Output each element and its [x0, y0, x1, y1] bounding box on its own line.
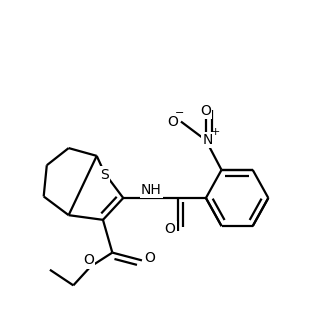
Text: N: N	[202, 133, 213, 147]
Text: O: O	[84, 253, 94, 267]
Text: −: −	[175, 108, 184, 118]
Text: NH: NH	[141, 183, 162, 197]
Text: S: S	[100, 168, 109, 182]
Text: O: O	[168, 114, 178, 128]
Text: O: O	[165, 222, 175, 236]
Text: O: O	[201, 104, 211, 118]
Text: +: +	[211, 128, 220, 137]
Text: O: O	[144, 251, 155, 265]
